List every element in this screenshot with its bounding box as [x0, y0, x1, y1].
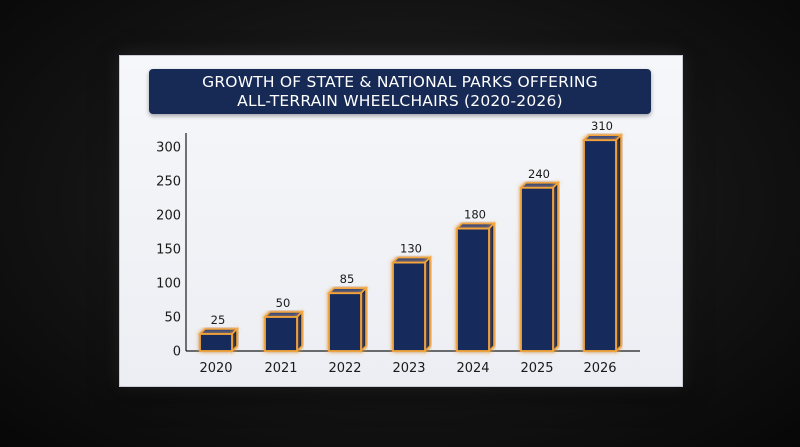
- bar-2021: [263, 310, 304, 353]
- bar-front-face: [583, 139, 617, 352]
- x-tick-label: 2022: [328, 361, 361, 376]
- x-tick-label: 2021: [264, 361, 297, 376]
- y-tick-label: 250: [156, 175, 181, 190]
- bar-front-face: [520, 186, 554, 352]
- bar-2023: [391, 255, 432, 353]
- bar-front-face: [264, 316, 298, 352]
- x-tick-label: 2026: [583, 361, 616, 376]
- x-tick-label: 2024: [456, 361, 489, 376]
- y-tick-label: 300: [156, 141, 181, 156]
- y-tick-label: 200: [156, 209, 181, 224]
- y-tick-labels: 0 50 100 150 200 250 300: [156, 141, 181, 360]
- y-tick-label: 150: [156, 243, 181, 258]
- y-tick-label: 100: [156, 277, 181, 292]
- chart-title: GROWTH OF STATE & NATIONAL PARKS OFFERIN…: [202, 72, 598, 110]
- bar-2024: [455, 221, 496, 353]
- x-tick-label: 2023: [392, 361, 425, 376]
- bar-front-face: [392, 261, 426, 352]
- x-tick-label: 2025: [520, 361, 553, 376]
- bar-front-face: [199, 333, 233, 352]
- data-label: 25: [211, 313, 226, 327]
- data-label: 85: [340, 272, 355, 286]
- data-label: 130: [400, 242, 422, 256]
- bars: 25 50 85 130 180 240 310: [198, 119, 623, 353]
- y-tick-label: 0: [173, 345, 181, 360]
- chart-title-box: GROWTH OF STATE & NATIONAL PARKS OFFERIN…: [149, 69, 651, 114]
- bar-2026: [582, 133, 623, 353]
- bar-front-face: [456, 227, 490, 352]
- data-label: 50: [276, 296, 291, 310]
- data-label: 310: [591, 119, 613, 133]
- x-tick-labels: 2020 2021 2022 2023 2024 2025 2026: [199, 361, 616, 376]
- data-label: 180: [464, 208, 486, 222]
- bar-2025: [519, 180, 560, 353]
- bar-front-face: [328, 292, 362, 352]
- bar-2020: [198, 327, 239, 353]
- x-tick-label: 2020: [199, 361, 232, 376]
- data-label: 240: [528, 167, 550, 181]
- bar-2022: [327, 286, 368, 353]
- y-tick-label: 50: [164, 311, 181, 326]
